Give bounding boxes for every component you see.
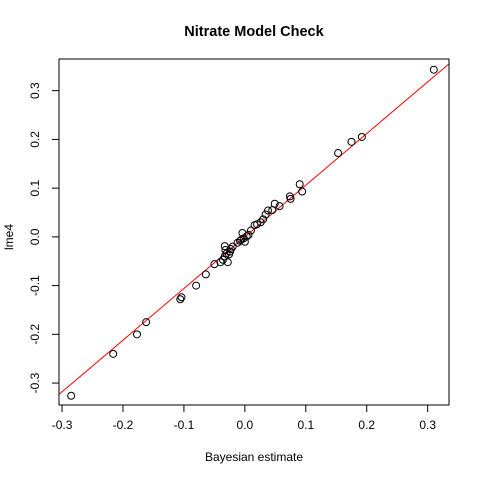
data-point	[334, 149, 343, 158]
data-point	[261, 210, 270, 219]
data-point	[270, 199, 279, 208]
data-point	[228, 242, 237, 251]
plot-frame	[58, 58, 450, 406]
data-point	[429, 65, 438, 74]
data-point	[67, 391, 76, 400]
y-tick-label: 0.1	[28, 179, 42, 196]
data-point	[264, 206, 273, 215]
data-point	[295, 180, 304, 189]
y-axis: -0.3 -0.2 -0.1 0.0 0.1 0.2 0.3	[28, 82, 60, 393]
data-point	[223, 258, 232, 267]
x-tick-label: 0.1	[297, 418, 314, 432]
data-point	[220, 242, 229, 251]
data-point	[286, 194, 295, 203]
data-point	[246, 226, 255, 235]
data-point	[347, 137, 356, 146]
data-point	[259, 215, 268, 224]
x-tick-label: 0.0	[237, 418, 254, 432]
data-point	[176, 295, 185, 304]
data-point	[142, 318, 151, 327]
y-tick-label: 0.0	[28, 228, 42, 245]
points-layer	[67, 65, 438, 400]
data-point	[240, 237, 249, 246]
data-point	[242, 232, 251, 241]
x-axis-label: Bayesian estimate	[205, 450, 303, 464]
x-tick-label: -0.1	[174, 418, 195, 432]
x-tick-label: 0.3	[419, 418, 436, 432]
data-point	[192, 281, 201, 290]
x-tick-label: -0.2	[113, 418, 134, 432]
chart-title: Nitrate Model Check	[184, 24, 324, 40]
data-point	[177, 293, 186, 302]
y-tick-label: -0.3	[28, 372, 42, 393]
y-tick-label: -0.1	[28, 275, 42, 296]
y-tick-label: 0.2	[28, 131, 42, 148]
data-point	[109, 349, 118, 358]
y-axis-label: lme4	[2, 224, 16, 250]
data-point	[133, 330, 141, 339]
data-point	[298, 187, 307, 196]
y-tick-label: 0.3	[28, 82, 42, 99]
data-point	[201, 270, 210, 279]
y-tick-label: -0.2	[28, 324, 42, 345]
x-tick-label: -0.3	[52, 418, 73, 432]
data-point	[275, 202, 284, 211]
data-point	[244, 230, 253, 239]
x-tick-label: 0.2	[358, 418, 375, 432]
data-point	[357, 132, 366, 141]
x-axis: -0.3 -0.2 -0.1 0.0 0.1 0.2 0.3	[52, 404, 436, 432]
